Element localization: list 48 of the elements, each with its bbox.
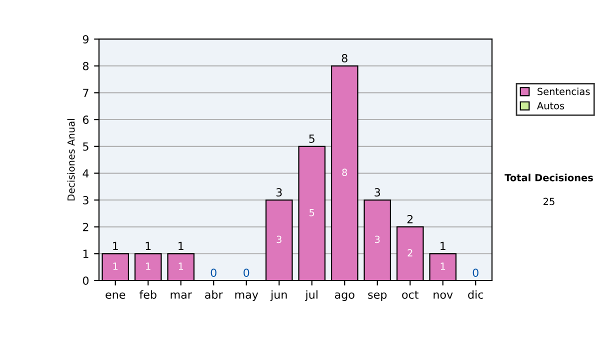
total-label: 2 [407, 214, 413, 224]
x-tick-label: jun [270, 290, 287, 301]
x-tick-label: abr [205, 290, 223, 299]
data-label: 8 [342, 168, 348, 176]
x-tick-label: sep [368, 292, 387, 301]
data-label: 3 [276, 236, 282, 244]
total-label: 3 [276, 188, 282, 197]
x-tick-label: dic [468, 290, 484, 299]
total-label: 5 [309, 134, 314, 143]
total-label: 1 [440, 242, 446, 250]
text: Total Decisiones [504, 174, 593, 182]
y-tick-label: 6 [82, 116, 89, 124]
y-tick-label: 7 [83, 88, 88, 97]
y-tick-label: 9 [82, 35, 88, 44]
total-label: 8 [342, 54, 348, 62]
data-label: 1 [146, 262, 150, 270]
x-tick-label: ago [334, 292, 354, 301]
x-tick-label: nov [434, 292, 453, 299]
y-tick-label: 5 [83, 142, 88, 151]
total-label: 1 [178, 242, 184, 250]
data-label: 5 [310, 209, 314, 216]
data-label: 2 [408, 249, 412, 256]
x-tick-label: jul [305, 290, 318, 301]
y-tick-label: 8 [82, 62, 89, 70]
y-tick-label: 3 [83, 196, 88, 204]
text: 25 [544, 198, 554, 206]
total-label: 3 [374, 188, 380, 197]
legend-label: Sentencias [538, 88, 590, 96]
data-label: 1 [178, 262, 184, 270]
y-tick-label: 0 [82, 276, 89, 285]
y-tick-label: 1 [83, 250, 88, 258]
data-label: 1 [440, 262, 446, 270]
x-tick-label: oct [402, 290, 418, 299]
y-axis-title: Decisiones Anual [67, 119, 75, 200]
total-label: 1 [113, 242, 118, 250]
data-label: 3 [375, 236, 380, 244]
data-label: 1 [113, 262, 118, 270]
x-tick-label: mar [170, 292, 192, 299]
y-tick-label: 4 [82, 169, 89, 178]
x-tick-label: feb [139, 290, 156, 299]
total-label: 1 [146, 242, 151, 250]
total-label: 0 [244, 268, 250, 278]
legend-label: Autos [537, 102, 564, 110]
x-tick-label: may [235, 292, 258, 301]
y-tick-label: 2 [83, 222, 88, 232]
total-label: 0 [472, 268, 478, 278]
x-tick-label: ene [106, 292, 126, 299]
total-label: 0 [210, 268, 216, 278]
